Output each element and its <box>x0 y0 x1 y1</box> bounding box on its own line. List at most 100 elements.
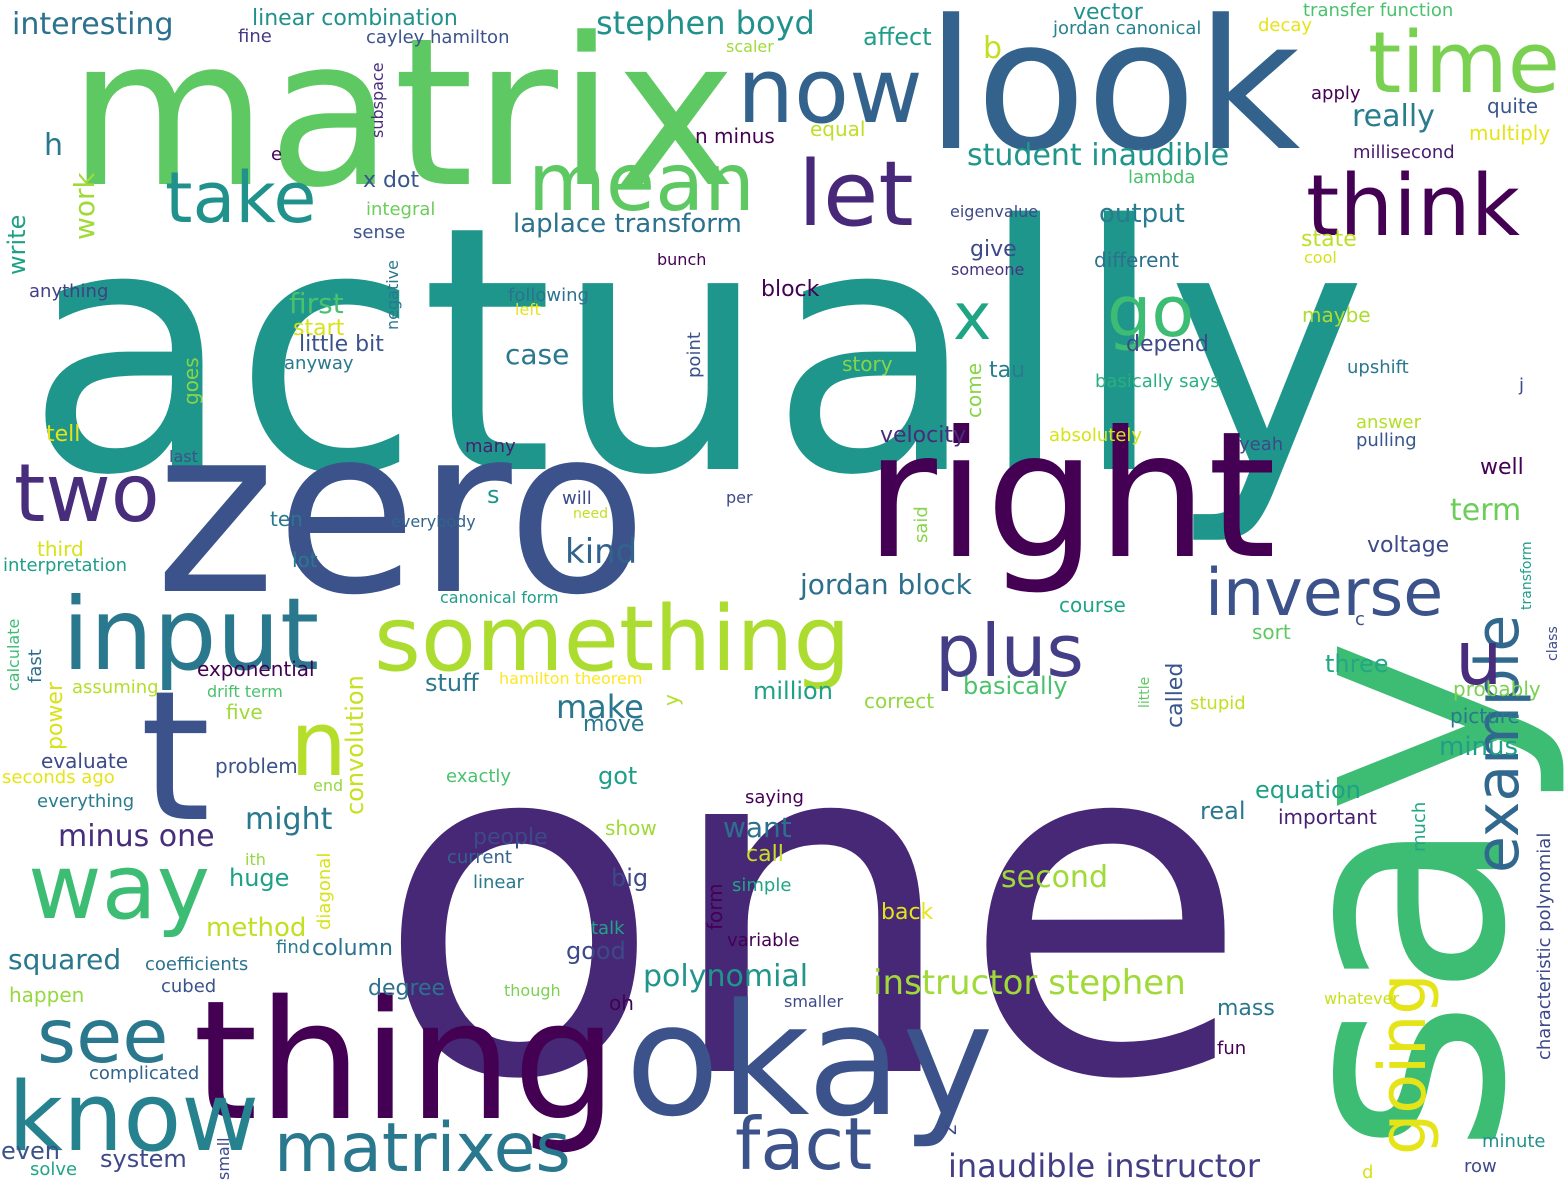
word-simple: simple <box>732 875 792 896</box>
word-time: time <box>1368 14 1561 113</box>
word-transform: transform <box>1519 541 1535 610</box>
word-little-bit: little bit <box>299 332 384 357</box>
word-smaller: smaller <box>784 992 844 1011</box>
word-point: point <box>684 332 705 378</box>
word-something: something <box>374 587 851 692</box>
word-s: s <box>487 481 500 509</box>
word-multiply: multiply <box>1469 121 1551 145</box>
word-input: input <box>62 576 320 693</box>
word-happen: happen <box>9 983 85 1007</box>
word-pulling: pulling <box>1356 430 1417 451</box>
word-case: case <box>505 338 570 371</box>
word-depend: depend <box>1126 332 1209 357</box>
word-canonical-form: canonical form <box>440 588 559 607</box>
word-c: c <box>1355 609 1365 630</box>
word-squared: squared <box>8 943 122 976</box>
word-third: third <box>37 537 84 561</box>
word-got: got <box>598 762 638 790</box>
word-yeah: yeah <box>1239 434 1284 455</box>
word-minute: minute <box>1482 1131 1546 1152</box>
word-people: people <box>473 825 548 850</box>
word-inverse: inverse <box>1205 556 1444 631</box>
word-much: much <box>1409 801 1430 852</box>
word-called: called <box>1163 662 1188 728</box>
word-saying: saying <box>745 787 804 808</box>
word-zero: zero <box>155 379 648 646</box>
word-everybody: everybody <box>391 512 476 531</box>
word-u: u <box>1455 614 1503 702</box>
word-polynomial: polynomial <box>643 959 809 994</box>
word-b: b <box>983 31 1003 66</box>
word-answer: answer <box>1356 412 1422 433</box>
word-fun: fun <box>1217 1038 1247 1059</box>
word-matrixes: matrixes <box>274 1109 571 1185</box>
word-will: will <box>562 488 592 509</box>
word-velocity: velocity <box>880 423 966 448</box>
word-think: think <box>1306 157 1520 256</box>
word-see: see <box>37 992 169 1080</box>
word-tell: tell <box>46 422 81 447</box>
word-cubed: cubed <box>161 976 217 997</box>
word-anything: anything <box>29 281 109 302</box>
word-variable: variable <box>727 930 800 951</box>
word-well: well <box>1480 455 1524 480</box>
word-characteristic-polynomial: characteristic polynomial <box>1534 832 1555 1060</box>
word-lambda: lambda <box>1128 167 1196 188</box>
word-correct: correct <box>864 689 935 713</box>
word-might: might <box>245 802 333 837</box>
word-back: back <box>881 900 934 925</box>
word-many: many <box>465 436 516 457</box>
word-following: following <box>508 285 589 306</box>
word-apply: apply <box>1311 83 1361 104</box>
word-quite: quite <box>1487 94 1539 118</box>
word-one: one <box>375 635 1250 1182</box>
word-give: give <box>970 237 1017 262</box>
word-goes: goes <box>179 357 203 405</box>
word-two: two <box>14 447 160 540</box>
word-interpretation: interpretation <box>3 555 128 576</box>
word-complicated: complicated <box>89 1063 200 1084</box>
word-maybe: maybe <box>1302 303 1371 327</box>
word-row: row <box>1464 1156 1497 1177</box>
word-talk: talk <box>591 918 625 939</box>
word-right: right <box>865 395 1277 598</box>
word-actually: actually <box>25 154 1368 550</box>
word-calculate: calculate <box>4 618 23 691</box>
word-show: show <box>605 816 657 840</box>
word-fact: fact <box>735 1102 873 1185</box>
word-said: said <box>911 506 932 543</box>
word-need: need <box>573 506 608 522</box>
word-stuff: stuff <box>425 669 479 697</box>
word-basically-says: basically says <box>1095 371 1220 392</box>
word-inaudible-instructor: inaudible instructor <box>948 1147 1261 1185</box>
word-go: go <box>1107 271 1195 353</box>
word-n-minus: n minus <box>695 124 775 148</box>
word-move: move <box>583 712 645 737</box>
word-linear-combination: linear combination <box>252 6 458 31</box>
word-big: big <box>611 864 649 892</box>
word-mass: mass <box>1217 996 1275 1021</box>
word-d: d <box>1362 1162 1374 1183</box>
word-problem: problem <box>215 754 298 778</box>
word-real: real <box>1200 797 1246 825</box>
word-huge: huge <box>229 864 290 892</box>
word-even: even <box>1 1137 60 1165</box>
word-equal: equal <box>810 117 866 141</box>
word-make: make <box>556 688 644 726</box>
word-tau: tau <box>989 358 1026 383</box>
word-integral: integral <box>366 199 436 220</box>
word-z: z <box>937 1124 961 1136</box>
word-term: term <box>1450 493 1522 528</box>
word-y: y <box>659 694 683 706</box>
word-millisecond: millisecond <box>1353 142 1455 163</box>
word-cool: cool <box>1304 248 1337 267</box>
word-degree: degree <box>368 976 446 1001</box>
word-jordan-block: jordan block <box>800 568 972 601</box>
word-scaler: scaler <box>726 37 774 56</box>
word-basically: basically <box>963 672 1068 700</box>
word-thing: thing <box>193 965 618 1157</box>
word-everything: everything <box>37 791 135 812</box>
word-second: second <box>1001 860 1108 895</box>
word-first: first <box>289 287 344 320</box>
